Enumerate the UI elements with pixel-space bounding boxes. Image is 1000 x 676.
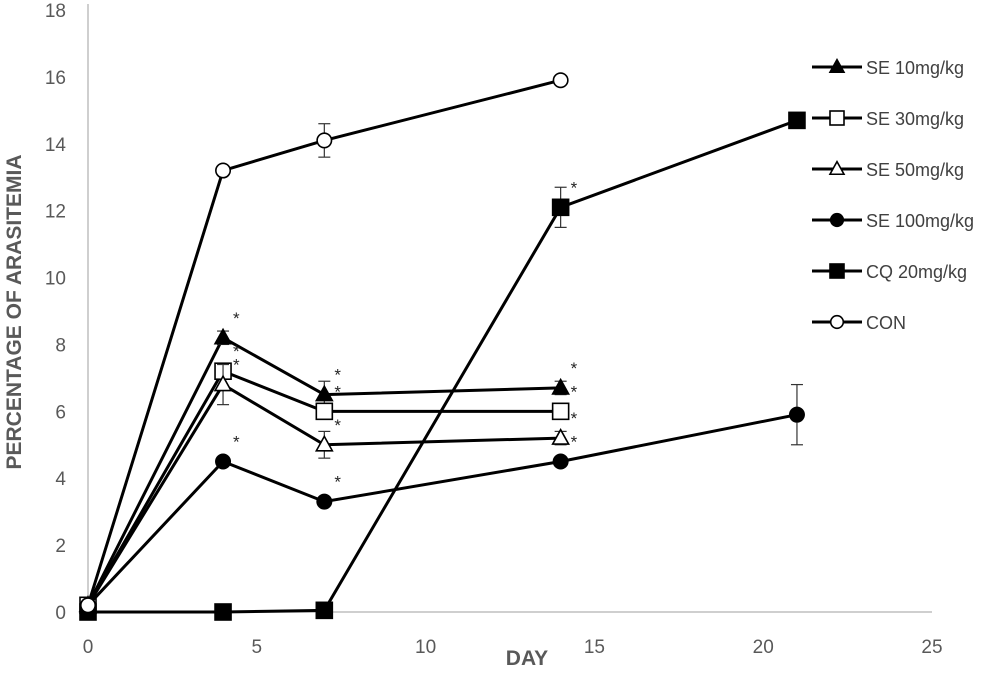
y-tick-label: 4	[55, 469, 66, 490]
data-point	[829, 110, 845, 126]
significance-mark: *	[571, 359, 578, 378]
significance-mark: *	[571, 433, 578, 452]
data-point	[828, 58, 846, 74]
series-line	[86, 382, 561, 607]
data-point	[315, 402, 334, 421]
significance-mark: *	[571, 178, 578, 197]
y-tick-label: 10	[45, 269, 66, 290]
data-point	[829, 212, 845, 228]
series-5	[80, 72, 569, 614]
significance-mark: *	[233, 342, 240, 361]
legend-item: SE 50mg/kg	[812, 160, 964, 180]
series-group: ** *** *** *****	[78, 72, 806, 621]
x-tick-label: 5	[252, 637, 263, 658]
significance-mark: *	[233, 309, 240, 328]
series-4: *	[79, 111, 806, 621]
legend: SE 10mg/kg SE 30mg/kg SE 50mg/kg SE 100mg/k…	[812, 58, 974, 333]
significance-mark: *	[571, 382, 578, 401]
significance-mark: *	[334, 382, 341, 401]
y-tick-label: 16	[45, 68, 66, 89]
significance-mark: *	[233, 433, 240, 452]
y-tick-label: 12	[45, 202, 66, 223]
data-point	[829, 263, 845, 279]
data-point	[788, 111, 806, 130]
significance-mark: *	[571, 409, 578, 428]
y-tick-label: 18	[45, 1, 66, 22]
axes: 0 5 10 15 20 25 0 2 4 6 8 10 12 14 16 18	[45, 1, 943, 658]
y-tick-label: 0	[55, 603, 66, 624]
data-point	[213, 374, 233, 392]
x-axis-title: DAY	[506, 647, 548, 670]
legend-item: CON	[812, 313, 906, 333]
data-point	[214, 603, 232, 621]
legend-label: CON	[866, 313, 906, 333]
significance-mark: *	[334, 366, 341, 385]
data-point	[314, 384, 334, 402]
legend-label: SE 10mg/kg	[866, 58, 964, 78]
legend-label: SE 50mg/kg	[866, 160, 964, 180]
series-0: ** *	[78, 309, 578, 613]
legend-item: CQ 20mg/kg	[812, 262, 967, 282]
legend-label: SE 100mg/kg	[866, 211, 974, 231]
data-point	[551, 428, 570, 445]
legend-label: CQ 20mg/kg	[866, 262, 967, 282]
significance-mark: *	[334, 416, 341, 435]
x-tick-label: 10	[415, 637, 436, 658]
y-tick-label: 6	[55, 402, 66, 423]
data-point	[552, 453, 569, 470]
data-point	[828, 160, 846, 176]
data-point	[215, 162, 232, 179]
x-tick-label: 25	[921, 637, 942, 658]
y-axis-title: PERCENTAGE OF ARASITEMIA	[3, 154, 26, 469]
series-line	[88, 118, 798, 614]
series-line	[86, 78, 562, 606]
data-point	[788, 406, 805, 423]
data-point	[829, 314, 845, 330]
data-point	[80, 597, 97, 614]
significance-mark: *	[334, 473, 341, 492]
data-point	[551, 402, 570, 421]
legend-item: SE 30mg/kg	[812, 109, 964, 129]
data-point	[315, 601, 334, 620]
x-tick-label: 20	[753, 637, 774, 658]
data-point	[552, 72, 569, 89]
data-point	[551, 198, 570, 217]
data-point	[551, 377, 570, 395]
x-tick-label: 0	[83, 637, 94, 658]
legend-item: SE 10mg/kg	[812, 58, 964, 78]
y-tick-label: 8	[55, 335, 66, 356]
data-point	[316, 132, 333, 149]
series-1: ** *	[79, 342, 578, 615]
x-tick-label: 15	[584, 637, 605, 658]
series-line	[86, 413, 798, 607]
data-point	[316, 493, 333, 510]
y-tick-label: 14	[45, 135, 67, 156]
series-3: * * *	[80, 383, 805, 614]
data-point	[314, 434, 334, 452]
legend-item: SE 100mg/kg	[812, 211, 974, 231]
legend-label: SE 30mg/kg	[866, 109, 964, 129]
series-line	[86, 335, 561, 606]
y-tick-label: 2	[55, 536, 66, 557]
data-point	[215, 453, 232, 470]
data-point	[213, 327, 233, 345]
significance-mark: *	[233, 356, 240, 375]
